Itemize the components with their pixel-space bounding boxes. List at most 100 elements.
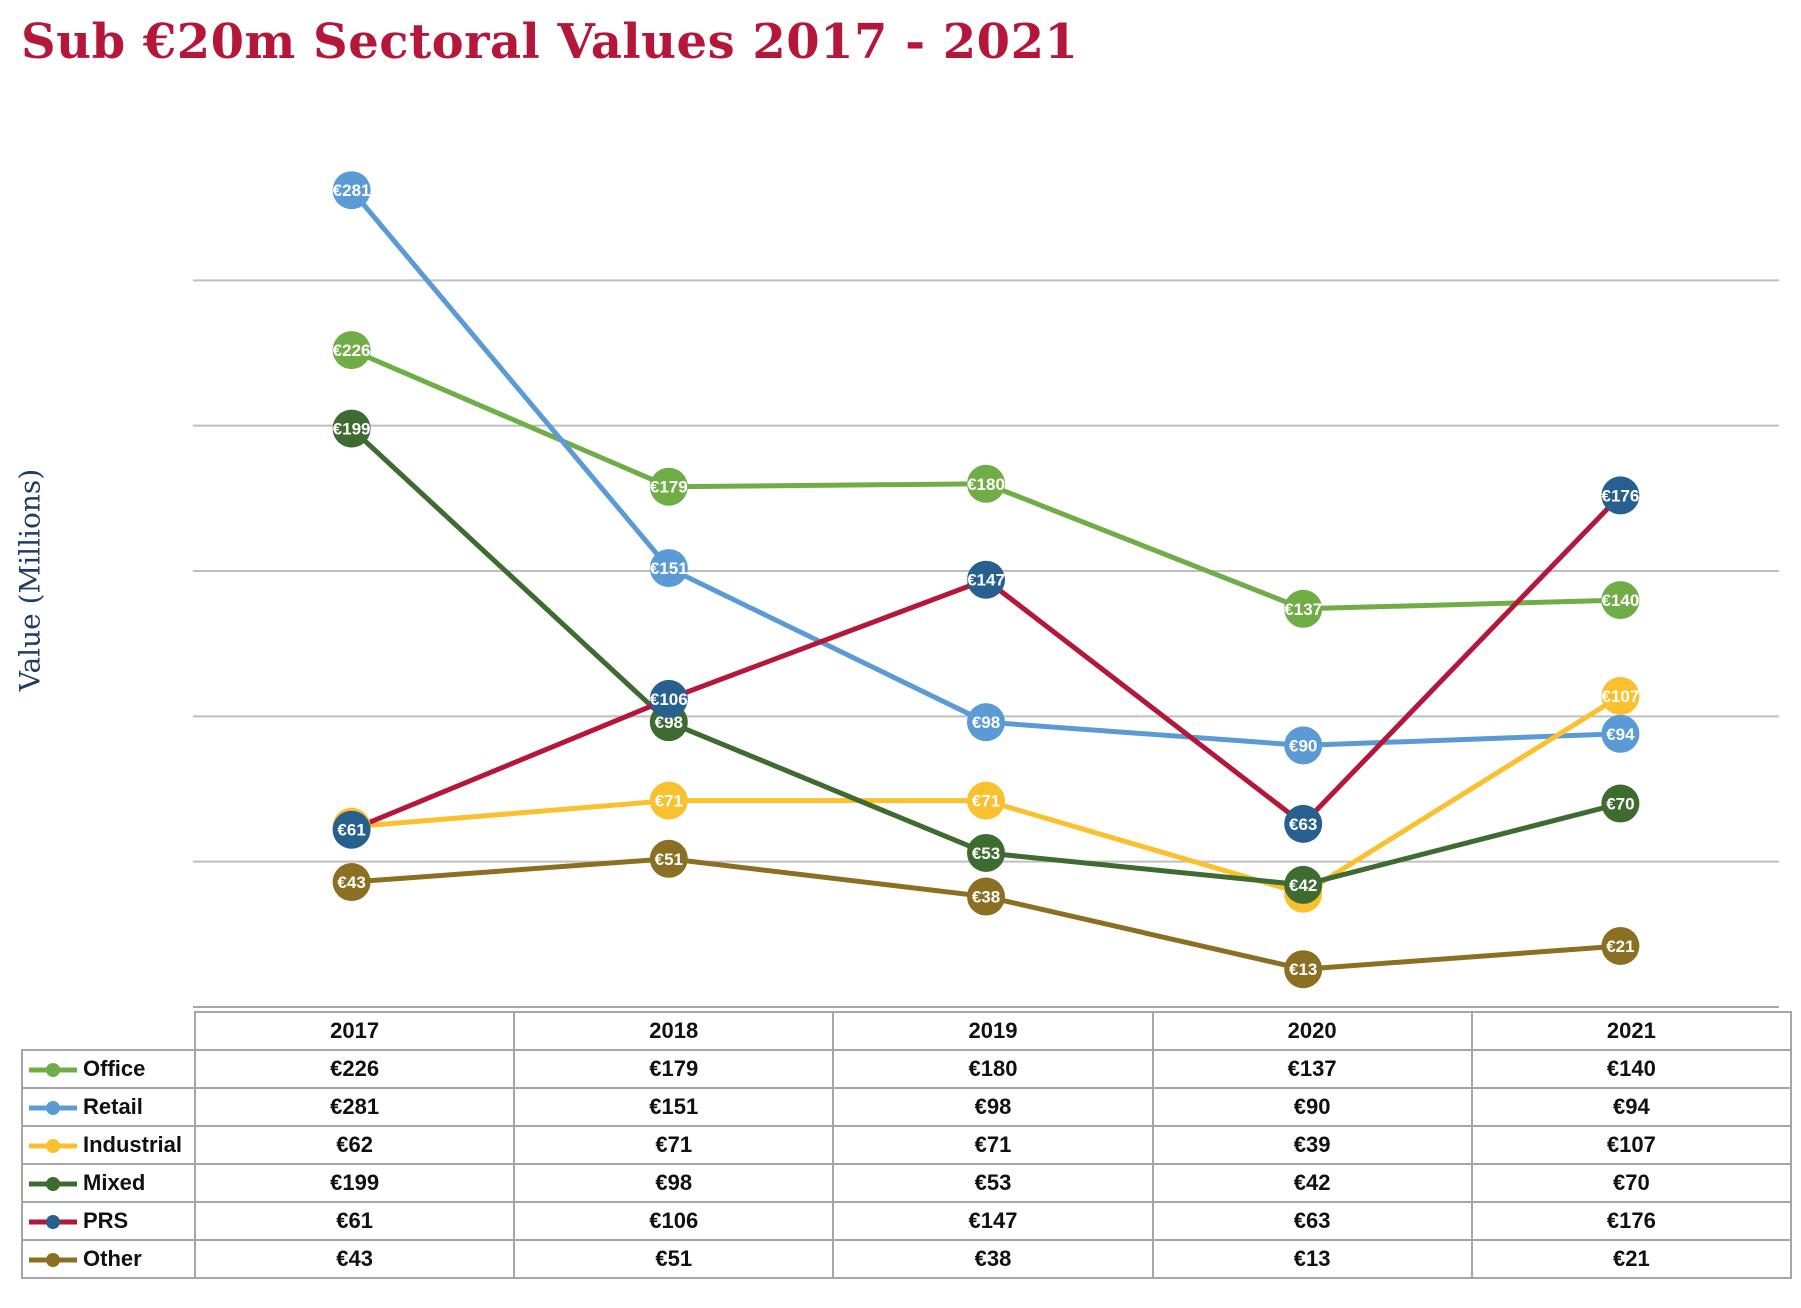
data-label-other: €43: [337, 873, 365, 892]
chart-title: Sub €20m Sectoral Values 2017 - 2021: [21, 14, 1079, 70]
data-point-mixed: €42: [1284, 865, 1323, 904]
legend-label: PRS: [83, 1208, 129, 1234]
marker-retail: [332, 171, 371, 210]
data-point-other: €38: [967, 877, 1005, 916]
marker-mixed: [967, 833, 1005, 872]
data-point-other: €21: [1601, 926, 1640, 965]
data-point-mixed: €70: [1601, 784, 1640, 823]
data-label-prs: €61: [337, 821, 365, 840]
data-point-other: €51: [649, 839, 688, 878]
data-label-retail: €94: [1606, 725, 1635, 744]
data-point-office: €179: [649, 467, 688, 506]
data-label-other: €13: [1289, 960, 1317, 979]
data-point-prs: €63: [1284, 804, 1323, 843]
legend-label: Other: [83, 1246, 142, 1272]
table-cell-value: €53: [832, 1163, 1154, 1203]
table-cell-value: €176: [1470, 1201, 1792, 1241]
legend-entry-industrial: Industrial: [21, 1125, 196, 1165]
marker-industrial: [649, 781, 688, 820]
data-label-retail: €151: [650, 559, 688, 578]
table-header-year: 2019: [832, 1011, 1154, 1051]
data-label-industrial: €71: [655, 792, 683, 811]
marker-mixed: [1284, 865, 1323, 904]
data-label-mixed: €42: [1289, 876, 1317, 895]
data-point-retail: €90: [1284, 726, 1323, 765]
data-label-industrial: €71: [972, 792, 1000, 811]
table-cell-value: €281: [193, 1087, 516, 1127]
marker-office: [332, 331, 371, 370]
marker-other: [1601, 926, 1640, 965]
legend-key-prs: [29, 1214, 77, 1229]
data-label-prs: €63: [1289, 815, 1317, 834]
data-label-industrial: €107: [1601, 687, 1639, 706]
table-cell-value: €180: [832, 1049, 1154, 1089]
table-cell-value: €43: [193, 1239, 516, 1279]
data-label-prs: €106: [650, 690, 688, 709]
data-label-mixed: €98: [655, 713, 683, 732]
table-cell-value: €151: [513, 1087, 835, 1127]
table-header-year: 2017: [193, 1011, 516, 1051]
data-label-retail: €98: [972, 713, 1000, 732]
data-label-prs: €147: [967, 571, 1005, 590]
data-label-prs: €176: [1601, 486, 1639, 505]
table-cell-value: €21: [1470, 1239, 1792, 1279]
marker-prs: [1601, 476, 1640, 515]
data-label-other: €38: [972, 888, 1000, 907]
table-cell-value: €70: [1470, 1163, 1792, 1203]
table-cell-value: €106: [513, 1201, 835, 1241]
table-header-year: 2018: [513, 1011, 835, 1051]
series-line-prs: [350, 493, 1623, 833]
table-cell-value: €147: [832, 1201, 1154, 1241]
table-corner: [22, 1012, 196, 1051]
legend-key-other: [29, 1252, 77, 1267]
data-label-office: €179: [650, 478, 688, 497]
marker-retail: [649, 549, 688, 588]
data-point-industrial: €71: [967, 781, 1005, 820]
legend-entry-prs: PRS: [21, 1201, 196, 1241]
legend-entry-other: Other: [21, 1239, 196, 1279]
table-cell-value: €140: [1470, 1049, 1792, 1089]
table-row-other: Other €43 €51 €38 €13 €21: [21, 1239, 1792, 1279]
marker-office: [967, 464, 1005, 503]
marker-prs: [649, 679, 688, 718]
data-point-prs: €61: [332, 810, 371, 849]
table-cell-value: €71: [513, 1125, 835, 1165]
data-label-mixed: €53: [972, 844, 1000, 863]
table-cell-value: €137: [1151, 1049, 1473, 1089]
data-label-office: €137: [1284, 600, 1322, 619]
table-row-prs: PRS €61 €106 €147 €63 €176: [21, 1201, 1792, 1241]
legend-entry-office: Office: [21, 1049, 196, 1089]
table-cell-value: €62: [193, 1125, 516, 1165]
table-cell-value: €90: [1151, 1087, 1473, 1127]
table-cell-value: €63: [1151, 1201, 1473, 1241]
marker-office: [649, 467, 688, 506]
marker-industrial: [1601, 676, 1640, 715]
marker-prs: [967, 560, 1005, 599]
data-point-other: €13: [1284, 950, 1323, 989]
data-label-office: €180: [967, 475, 1005, 494]
data-point-office: €180: [967, 464, 1005, 503]
marker-other: [649, 839, 688, 878]
legend-label: Mixed: [83, 1170, 146, 1196]
data-point-prs: €106: [649, 679, 688, 718]
legend-entry-mixed: Mixed: [21, 1163, 196, 1203]
data-point-mixed: €53: [967, 833, 1005, 872]
table-cell-value: €107: [1470, 1125, 1792, 1165]
table-cell-value: €38: [832, 1239, 1154, 1279]
legend-entry-retail: Retail: [21, 1087, 196, 1127]
data-point-other: €43: [332, 863, 371, 902]
marker-prs: [332, 810, 371, 849]
legend-key-industrial: [29, 1138, 77, 1153]
table-cell-value: €94: [1470, 1087, 1792, 1127]
data-point-prs: €147: [967, 560, 1005, 599]
table-cell-value: €98: [832, 1087, 1154, 1127]
data-label-other: €51: [655, 850, 683, 869]
marker-retail: [1284, 726, 1323, 765]
table-header-year: 2021: [1470, 1011, 1792, 1051]
table-cell-value: €226: [193, 1049, 516, 1089]
line-chart: €226€179€180€137€140€281€151€98€90€94€62…: [193, 171, 1779, 1008]
data-point-retail: €98: [967, 703, 1005, 742]
data-point-office: €137: [1284, 589, 1323, 628]
marker-mixed: [1601, 784, 1640, 823]
marker-other: [967, 877, 1005, 916]
